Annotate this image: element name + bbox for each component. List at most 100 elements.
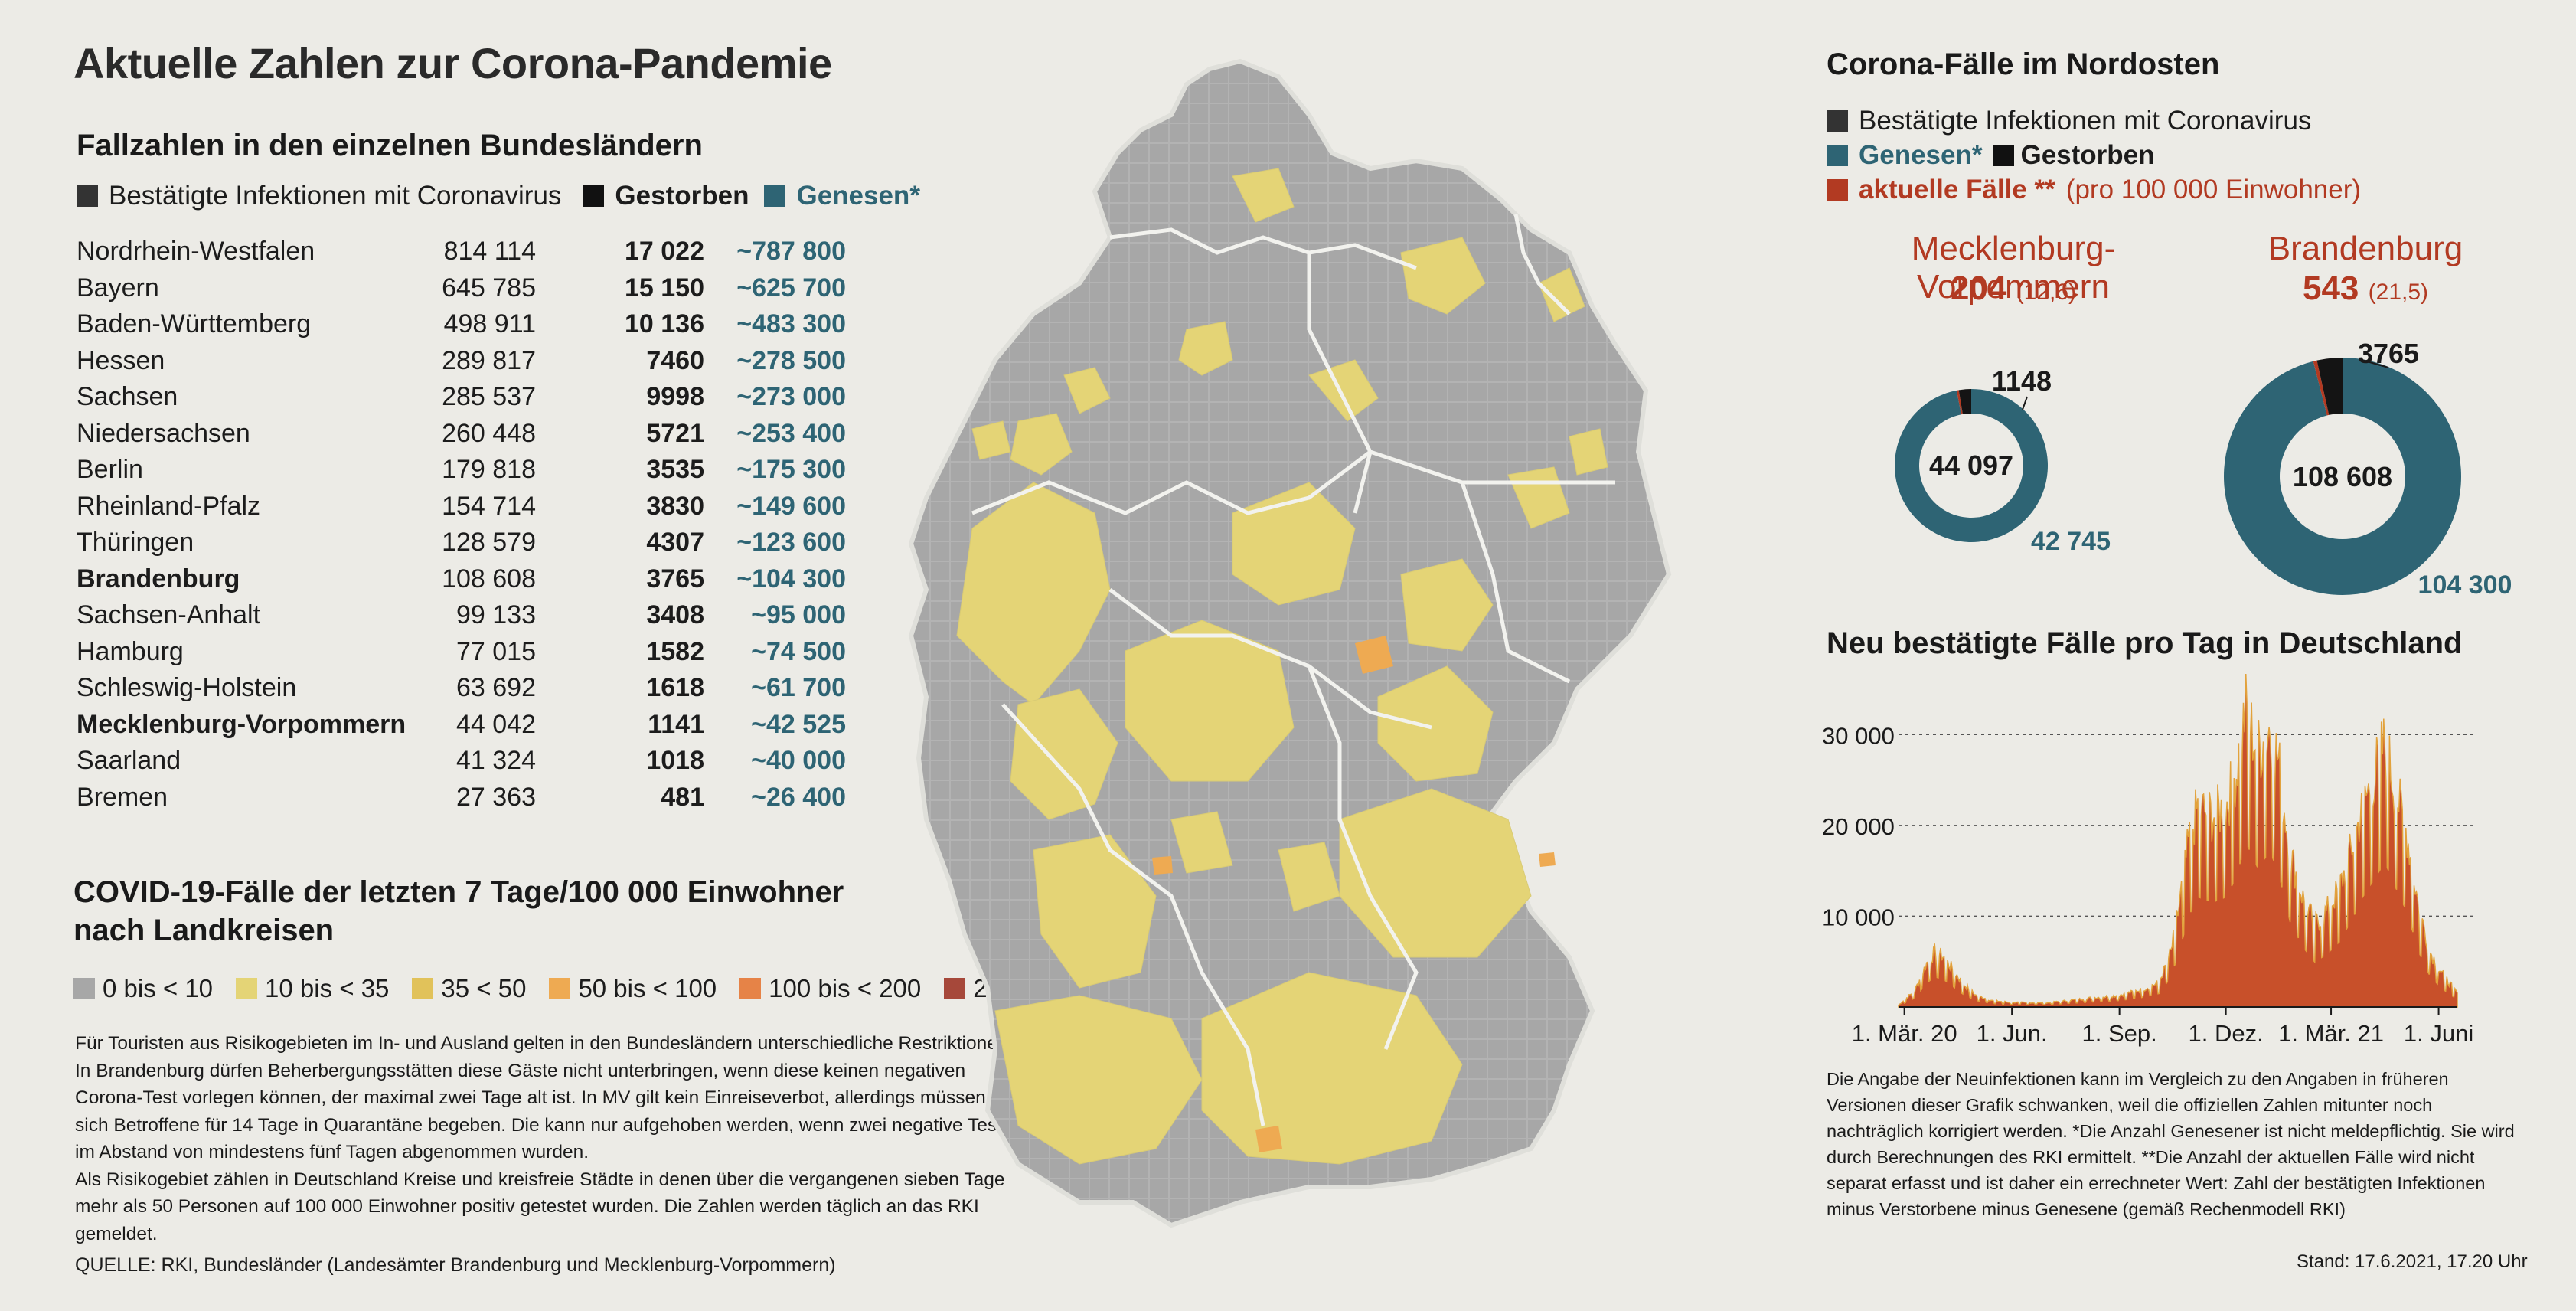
- infections-swatch-right: [1827, 110, 1848, 132]
- cell-dead: 3765: [646, 564, 704, 593]
- cell-dead: 1018: [646, 746, 704, 775]
- donut-slice-recovered: [2224, 358, 2461, 595]
- chart-title: Neu bestätigte Fälle pro Tag in Deutschl…: [1827, 626, 2463, 660]
- cell-rec: ~625 700: [736, 273, 846, 302]
- paragraph-line: mehr als 50 Personen auf 100 000 Einwohn…: [75, 1196, 979, 1244]
- chart-notes: Die Angabe der Neuinfektionen kann im Ve…: [1827, 1066, 2546, 1222]
- bb-current: 543 (21,5): [2205, 270, 2526, 308]
- state-borders: [971, 214, 1615, 1126]
- mv-name: Mecklenburg-Vorpommern: [1911, 230, 2116, 306]
- cell-inf: 108 608: [442, 564, 536, 593]
- cell-inf: 154 714: [442, 491, 536, 521]
- donut-slice-deaths: [1958, 389, 1971, 414]
- mv-recovered-label: 42 745: [2031, 527, 2111, 556]
- incidence-legend-item: 10 bis < 35: [236, 974, 389, 1003]
- legend-infections-right: Bestätigte Infektionen mit Coronavirus: [1859, 106, 2312, 136]
- x-tick-label: 1. Mär. 21: [2278, 1020, 2384, 1047]
- note-line: nachträglich korrigiert werden. *Die Anz…: [1827, 1121, 2515, 1141]
- cell-name: Thüringen: [77, 528, 194, 557]
- incidence-label: 10 bis < 35: [265, 974, 390, 1002]
- table-row: Schleswig-Holstein 63 692 1618 ~61 700: [77, 670, 846, 707]
- x-tick-label: 1. Mär. 20: [1852, 1020, 1957, 1047]
- mv-current-value: 204: [1950, 270, 2007, 307]
- incidence-legend-item: 100 bis < 200: [739, 974, 921, 1003]
- cell-dead: 17 022: [625, 237, 704, 266]
- deaths-swatch-right: [1993, 145, 2015, 166]
- cell-rec: ~40 000: [751, 746, 846, 775]
- incidence-title: COVID-19-Fälle der letzten 7 Tage/100 00…: [73, 873, 844, 950]
- donut-slice-current: [1956, 390, 1963, 415]
- paragraph-line: Für Touristen aus Risikogebieten im In- …: [75, 1033, 1014, 1054]
- cell-rec: ~123 600: [736, 528, 846, 557]
- legend-recovered: Genesen*: [796, 181, 920, 211]
- donut-slice-deaths: [2316, 358, 2343, 415]
- source-line: QUELLE: RKI, Bundesländer (Landesämter B…: [75, 1254, 836, 1276]
- cell-name: Niedersachsen: [77, 418, 250, 448]
- cell-name: Hessen: [77, 345, 165, 375]
- donut-slice-current: [2313, 360, 2330, 416]
- bb-deaths-label: 3765: [2358, 338, 2419, 369]
- cell-inf: 179 818: [442, 455, 536, 484]
- incidence-legend-item: 0 bis < 10: [73, 974, 213, 1003]
- incidence-label: 100 bis < 200: [769, 974, 922, 1002]
- nordosten-legend-row3: aktuelle Fälle ** (pro 100 000 Einwohner…: [1827, 175, 2361, 205]
- cell-name: Baden-Württemberg: [77, 309, 312, 338]
- infections-swatch: [77, 185, 98, 207]
- table-row: Baden-Württemberg 498 911 10 136 ~483 300: [77, 306, 846, 343]
- y-tick-label: 10 000: [1822, 904, 1895, 930]
- paragraph-line: Als Risikogebiet zählen in Deutschland K…: [75, 1169, 1005, 1190]
- mv-total-label: 44 097: [1929, 450, 2013, 481]
- paragraph-line: im Abstand von mindestens fünf Tagen abg…: [75, 1142, 589, 1162]
- germany-incidence-map: [908, 58, 1672, 1228]
- legend-current-suffix: (pro 100 000 Einwohner): [2065, 175, 2362, 204]
- cell-rec: ~278 500: [736, 345, 846, 375]
- table-row: Sachsen 285 537 9998 ~273 000: [77, 379, 846, 416]
- table-subtitle: Fallzahlen in den einzelnen Bundesländer…: [77, 129, 703, 162]
- table-row: Brandenburg 108 608 3765 ~104 300: [77, 561, 846, 598]
- state-table: Nordrhein-Westfalen 814 114 17 022 ~787 800…: [77, 234, 846, 816]
- cell-rec: ~74 500: [751, 636, 846, 666]
- orange-districts: [1152, 636, 1556, 1152]
- page-title: Aktuelle Zahlen zur Corona-Pandemie: [73, 39, 832, 87]
- legend-deaths-right: Gestorben: [2020, 140, 2155, 170]
- x-tick-label: 1. Jun.: [1977, 1020, 2048, 1047]
- x-tick-label: 1. Dez.: [2189, 1020, 2264, 1047]
- cell-dead: 15 150: [625, 273, 704, 302]
- nordosten-legend-row2: Genesen* Gestorben: [1827, 140, 2155, 171]
- incidence-swatch: [73, 978, 95, 999]
- table-row: Hamburg 77 015 1582 ~74 500: [77, 634, 846, 671]
- incidence-legend-item: 35 < 50: [412, 974, 526, 1003]
- table-row: Niedersachsen 260 448 5721 ~253 400: [77, 416, 846, 453]
- incidence-swatch: [739, 978, 762, 999]
- deaths-swatch: [583, 185, 605, 207]
- table-legend: Bestätigte Infektionen mit Coronavirus G…: [77, 181, 920, 211]
- recovered-swatch-right: [1827, 145, 1848, 166]
- cell-dead: 4307: [646, 528, 704, 557]
- cell-inf: 77 015: [456, 636, 536, 666]
- x-tick-label: 1. Sep.: [2082, 1020, 2157, 1047]
- cell-dead: 9998: [646, 382, 704, 411]
- cell-name: Bayern: [77, 273, 159, 302]
- cell-inf: 27 363: [456, 782, 536, 812]
- cell-rec: ~95 000: [751, 600, 846, 629]
- incidence-title-line2: nach Landkreisen: [73, 914, 335, 947]
- cell-name: Berlin: [77, 455, 143, 484]
- bb-name: Brandenburg: [2267, 230, 2463, 267]
- bb-current-value: 543: [2302, 270, 2359, 307]
- incidence-label: 0 bis < 10: [103, 974, 214, 1002]
- legend-deaths: Gestorben: [615, 181, 749, 211]
- legend-current: aktuelle Fälle **: [1859, 175, 2055, 204]
- table-row: Bayern 645 785 15 150 ~625 700: [77, 270, 846, 307]
- incidence-label: 50 bis < 100: [578, 974, 717, 1002]
- cell-inf: 498 911: [443, 309, 536, 338]
- cell-rec: ~26 400: [751, 782, 846, 812]
- cell-name: Sachsen-Anhalt: [77, 600, 261, 629]
- cell-name: Nordrhein-Westfalen: [77, 237, 315, 266]
- leader-line: [2361, 359, 2389, 368]
- explanation-text: Für Touristen aus Risikogebieten im In- …: [75, 1030, 1040, 1247]
- cell-dead: 3408: [646, 600, 704, 629]
- incidence-swatch: [412, 978, 434, 999]
- cell-rec: ~104 300: [736, 564, 846, 593]
- cell-name: Rheinland-Pfalz: [77, 491, 261, 521]
- recovered-swatch: [764, 185, 786, 207]
